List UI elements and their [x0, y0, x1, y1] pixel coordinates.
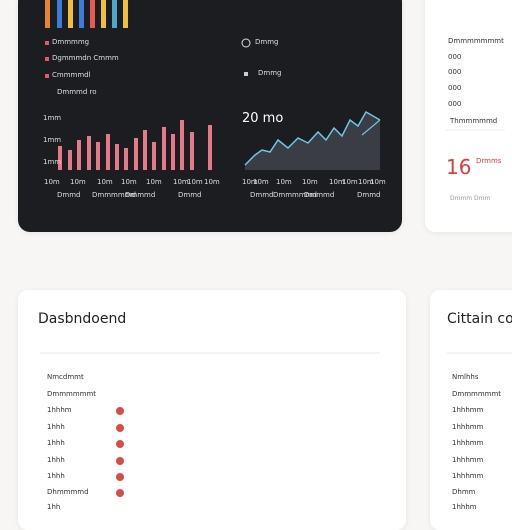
- line-series: [361, 119, 381, 136]
- row-label: 1hhhmm: [452, 423, 484, 431]
- axis-label: 10m: [342, 178, 358, 186]
- big-label: Drmms: [476, 157, 502, 165]
- axis-label: 10m: [204, 178, 220, 186]
- card-title: Cittain co: [447, 311, 512, 327]
- row-label: 000: [448, 100, 462, 108]
- big-number: 16: [446, 155, 472, 179]
- axis-label: 10m: [276, 178, 292, 186]
- axis-label: 10m: [97, 178, 113, 186]
- row-label: Nmcdmmt: [47, 373, 84, 381]
- axis-label: 10m: [253, 178, 269, 186]
- card-subtitle: Thmmmmmd: [450, 117, 498, 125]
- top-bars: [45, 0, 128, 28]
- legend-label: Dmmmd ro: [57, 88, 97, 96]
- row-label: 1hhhmm: [452, 439, 484, 447]
- axis-label: 10m: [70, 178, 86, 186]
- row-label: Dhmm: [452, 488, 476, 496]
- axis-label: Dmmd: [357, 191, 381, 199]
- legend-label: Dgmmmdn Cmmm: [52, 54, 119, 62]
- axis-label: Dmmmd: [125, 191, 156, 199]
- axis-label: 1mm: [43, 136, 62, 144]
- axis-label: 1mm: [43, 158, 62, 166]
- row-label: 1hhh: [47, 456, 65, 464]
- axis-label: 10m: [242, 178, 258, 186]
- axis-label: 10m: [146, 178, 162, 186]
- row-label: 1hhhm: [47, 406, 72, 414]
- row-label: 1hhhmm: [452, 472, 484, 480]
- row-label: 1hhhmm: [452, 456, 484, 464]
- axis-label: 10m: [358, 178, 374, 186]
- icon: [241, 38, 251, 48]
- axis-label: 10m: [187, 178, 203, 186]
- bar-series: [58, 120, 212, 170]
- graphics: [40, 0, 512, 497]
- right-card: [430, 290, 512, 530]
- row-label: 1hhh: [47, 423, 65, 431]
- left-card: [18, 290, 406, 530]
- card-title: Dmmmmmmmt: [448, 37, 504, 45]
- row-label: 1hhhmm: [452, 406, 484, 414]
- axis-label: 10m: [329, 178, 345, 186]
- legend-label: Dmmg: [258, 69, 282, 77]
- line-series: [244, 110, 381, 166]
- card-footer: Dmmm Dmm: [450, 195, 491, 202]
- row-label: Dhmmmmd: [47, 488, 89, 496]
- row-label: 1hhh: [47, 439, 65, 447]
- axis-label: Dmmmmmd: [92, 191, 136, 199]
- chart-title: 20 mo: [242, 111, 284, 126]
- row-label: 1hhhm: [452, 503, 477, 511]
- axis-label: Dmmd: [250, 191, 274, 199]
- axis-label: Dmmd: [57, 191, 81, 199]
- row-label: Nmlhhs: [452, 373, 479, 381]
- axis-label: Dmmd: [178, 191, 202, 199]
- icon: [244, 72, 248, 76]
- row-label: 000: [448, 68, 462, 76]
- axis-label: 10m: [302, 178, 318, 186]
- axis-label: 10m: [121, 178, 137, 186]
- row-label: Dmmmmmmt: [47, 390, 97, 398]
- legend-label: Cmmmmdl: [52, 71, 91, 79]
- axis-label: Dmmmmmd: [273, 191, 317, 199]
- axis-label: Dmmmd: [304, 191, 335, 199]
- axis-label: 10m: [173, 178, 189, 186]
- line-area: [245, 112, 380, 170]
- row-label: 000: [448, 84, 462, 92]
- row-label: 1hh: [47, 503, 61, 511]
- axis-label: 1mm: [43, 114, 62, 122]
- row-label: 000: [448, 53, 462, 61]
- side-card: [425, 0, 512, 232]
- row-label: 1hhh: [47, 472, 65, 480]
- screen: Dmmmmg Dgmmmdn Cmmm Cmmmmdl Dmmmd ro Dmmg Dmm…: [18, 0, 512, 530]
- axis-label: 10m: [370, 178, 386, 186]
- dark-panel: [18, 0, 402, 232]
- row-label: Dmmmmmmt: [452, 390, 502, 398]
- status-dots: [116, 407, 124, 497]
- legend-label: Dmmg: [255, 38, 279, 46]
- legend-label: Dmmmmg: [52, 38, 90, 46]
- card-title: Dasbndoend: [38, 311, 127, 327]
- legend-swatches: [45, 41, 49, 78]
- axis-label: 10m: [44, 178, 60, 186]
